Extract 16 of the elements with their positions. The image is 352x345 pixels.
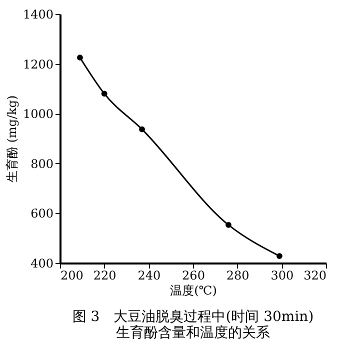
x-tick-label: 200 [60, 268, 84, 282]
y-tick-label: 600 [30, 206, 54, 221]
x-tick-label: 220 [93, 268, 116, 282]
text: 图 3 大豆油脱臭过程中(时间 30min) 生育酚含量和温度的关系 [72, 309, 314, 341]
x-axis-title: 温度(℃) [170, 284, 217, 298]
x-tick-label: 240 [138, 268, 161, 282]
x-tick-label: 280 [226, 268, 250, 282]
x-tick-label: 260 [182, 268, 205, 282]
y-axis-title: 生育酚 (mg/kg) [4, 95, 19, 183]
x-tick-label: 300 [270, 268, 294, 282]
y-tick-label: 1000 [22, 107, 54, 122]
y-tick-label: 400 [30, 256, 54, 270]
y-tick-label: 1200 [22, 57, 54, 72]
y-tick-label: 800 [30, 156, 54, 171]
x-tick-label: 320 [304, 268, 326, 282]
y-tick-label: 1400 [22, 8, 54, 22]
